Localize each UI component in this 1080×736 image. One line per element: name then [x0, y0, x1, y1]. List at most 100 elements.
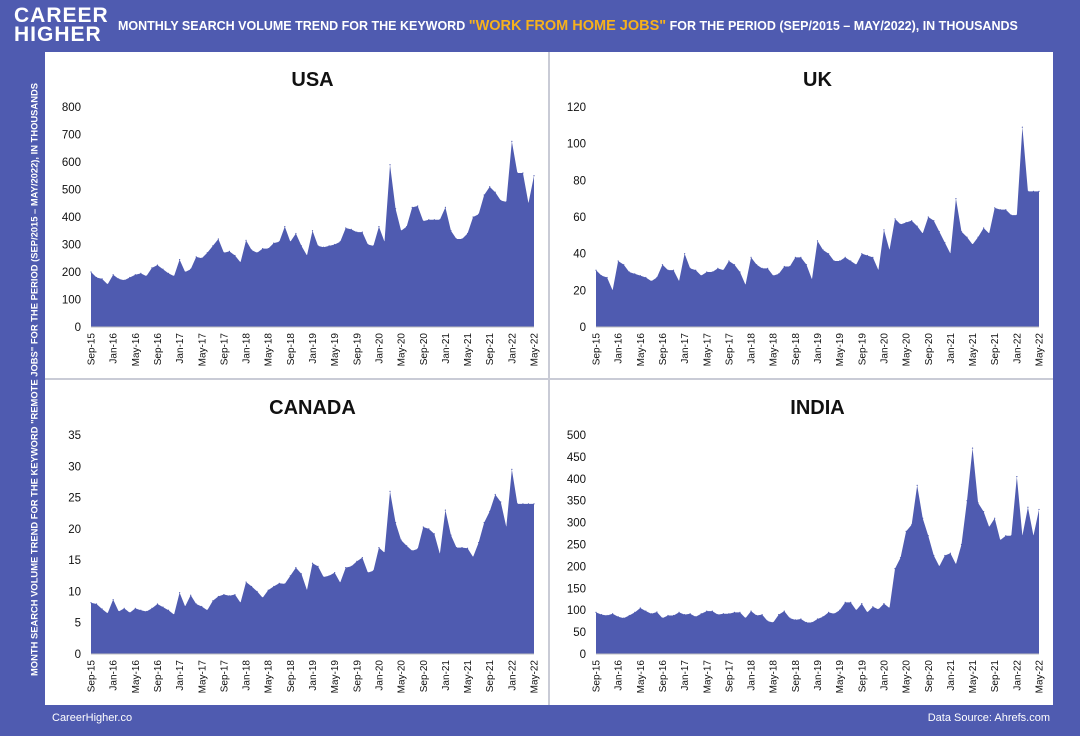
data-point [805, 621, 808, 624]
data-point [706, 610, 708, 612]
data-point [656, 611, 658, 613]
data-point [505, 201, 507, 203]
data-point [527, 503, 530, 505]
data-point [400, 230, 402, 232]
data-point [500, 199, 502, 202]
data-point [761, 613, 763, 616]
data-point [505, 526, 507, 528]
data-point [145, 610, 147, 613]
x-tick-label: Jan-17 [175, 333, 186, 364]
data-point [816, 618, 819, 620]
data-point [345, 227, 347, 229]
data-point [256, 252, 258, 254]
data-point [300, 245, 303, 247]
chart-panel-usa: USA 0 100 200 300 400 500 600 700 800 Sep-15 Jan-16… [45, 52, 548, 378]
data-point [262, 597, 264, 599]
data-point [162, 606, 164, 608]
data-point [1032, 190, 1035, 192]
data-point [672, 269, 675, 271]
x-tick-label: Sep-17 [219, 660, 230, 693]
data-point [722, 613, 724, 615]
x-tick-label: May-22 [530, 660, 541, 694]
data-point [650, 613, 652, 615]
data-point [1010, 535, 1012, 537]
data-point [533, 503, 535, 505]
data-point [667, 269, 669, 271]
data-point [350, 228, 352, 230]
x-tick-label: May-20 [397, 660, 408, 694]
data-point [472, 556, 474, 558]
x-tick-label: Sep-16 [153, 333, 164, 366]
data-point [494, 493, 496, 496]
y-tick-label: 20 [68, 524, 81, 536]
data-point [750, 256, 752, 258]
data-point [944, 242, 946, 244]
data-point [223, 252, 225, 254]
x-tick-label: Jan-16 [109, 660, 120, 691]
data-point [960, 543, 963, 546]
data-point [516, 503, 518, 505]
data-point [112, 274, 114, 276]
y-tick-label: 10 [68, 586, 81, 598]
data-point [778, 273, 780, 275]
data-point [750, 610, 752, 612]
data-point [372, 570, 375, 572]
x-tick-label: May-19 [330, 660, 341, 694]
data-point [167, 272, 170, 274]
x-tick-label: May-21 [968, 333, 979, 367]
data-point [267, 248, 269, 250]
data-point [789, 265, 791, 268]
data-point [634, 273, 636, 275]
data-point [822, 249, 824, 251]
data-point [983, 511, 985, 513]
data-point [971, 447, 974, 449]
data-point [433, 219, 435, 221]
y-tick-label: 400 [567, 474, 586, 486]
data-point [728, 260, 730, 262]
data-point [983, 227, 985, 229]
data-point [778, 613, 780, 616]
data-point [938, 565, 940, 567]
data-point [744, 617, 747, 619]
y-tick-label: 300 [62, 240, 81, 252]
x-tick-label: Jan-18 [747, 660, 758, 691]
area-series [596, 448, 1039, 654]
data-point [722, 269, 724, 271]
area-series [596, 127, 1039, 327]
x-tick-label: Jan-18 [242, 333, 253, 364]
data-point [101, 278, 103, 280]
y-tick-label: 450 [567, 452, 586, 464]
x-tick-label: May-22 [1035, 333, 1046, 367]
y-tick-label: 700 [62, 130, 81, 142]
data-point [628, 271, 630, 273]
data-point [466, 232, 469, 235]
data-point [645, 276, 647, 279]
data-point [140, 272, 142, 274]
data-point [944, 554, 946, 557]
x-tick-label: May-16 [131, 660, 142, 694]
x-tick-label: Sep-19 [352, 660, 363, 693]
data-point [1032, 535, 1035, 537]
y-tick-label: 200 [567, 561, 586, 573]
data-point [905, 530, 907, 532]
data-point [145, 275, 147, 277]
data-point [428, 219, 430, 221]
x-tick-label: Jan-21 [946, 333, 957, 364]
x-tick-label: Sep-15 [87, 333, 98, 366]
data-point [994, 207, 996, 209]
data-point [872, 256, 874, 258]
data-point [378, 226, 380, 228]
x-tick-label: Jan-19 [813, 333, 824, 364]
chart-panel-canada: CANADA 0 5 10 15 20 25 30 35 Sep-15 Jan-16 May-16 Se… [45, 380, 548, 705]
x-tick-label: Sep-21 [485, 333, 496, 366]
data-point [217, 238, 219, 240]
data-point [606, 276, 608, 279]
x-tick-label: May-18 [264, 660, 275, 694]
data-point [533, 175, 535, 177]
chart-title: USA [291, 69, 333, 91]
data-point [134, 607, 136, 609]
y-tick-label: 300 [567, 518, 586, 530]
data-point [966, 236, 968, 238]
data-point [678, 611, 680, 613]
data-point [123, 279, 125, 281]
